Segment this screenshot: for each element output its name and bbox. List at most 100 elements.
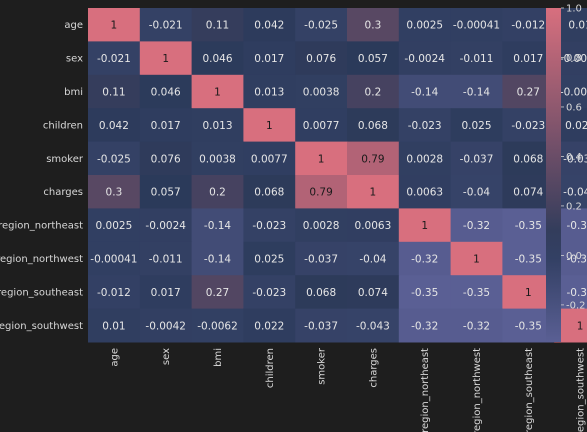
- heatmap-cell: [347, 308, 400, 343]
- heatmap-cell: [450, 308, 503, 343]
- heatmap-cell: [502, 41, 555, 76]
- heatmap-cell: [502, 275, 555, 310]
- heatmap-cell: [450, 8, 503, 42]
- cell-value-label: 1: [577, 320, 584, 332]
- cell-value-label: -0.023: [252, 220, 286, 232]
- heatmap-cell: [450, 108, 503, 143]
- cell-value-label: -0.14: [204, 254, 231, 266]
- cell-value-label: 0.79: [361, 153, 384, 165]
- heatmap-cell: [295, 141, 348, 176]
- column-label: children: [265, 348, 276, 388]
- cell-value-label: 0.057: [358, 53, 388, 65]
- column-label: region_northwest: [472, 348, 483, 432]
- cell-value-label: 0.2: [365, 87, 382, 99]
- heatmap-cell: [347, 241, 400, 276]
- heatmap-cell: [295, 275, 348, 310]
- cell-value-label: 0.076: [306, 53, 336, 65]
- cell-value-label: 0.042: [99, 120, 129, 132]
- cell-value-label: -0.023: [511, 120, 545, 132]
- heatmap-cell: [88, 108, 141, 143]
- heatmap-cell: [295, 241, 348, 276]
- cell-value-label: -0.32: [463, 320, 490, 332]
- heatmap-cell: [191, 175, 244, 209]
- cell-value-label: -0.35: [515, 320, 542, 332]
- column-label: charges: [368, 348, 379, 388]
- heatmap-cell: [295, 175, 348, 209]
- heatmap-cell: [398, 175, 452, 209]
- cell-value-label: 0.076: [151, 153, 181, 165]
- cell-value-label: 0.0025: [96, 220, 133, 232]
- cell-value-label: 0.0077: [251, 153, 288, 165]
- heatmap-cell: [243, 308, 296, 343]
- cell-value-label: -0.011: [149, 254, 183, 266]
- cell-value-label: -0.012: [511, 20, 545, 32]
- cell-value-label: 0.013: [202, 120, 232, 132]
- heatmap-cell: [139, 74, 193, 109]
- cell-value-label: 0.068: [513, 153, 543, 165]
- row-label: charges: [43, 187, 83, 198]
- heatmap-cell: [191, 41, 244, 76]
- heatmap-cell: [295, 308, 348, 343]
- colorbar-tick-label: 1.0: [566, 4, 582, 15]
- heatmap-cell: [398, 141, 452, 176]
- cell-value-label: -0.0042: [145, 320, 186, 332]
- column-label: region_northeast: [420, 348, 431, 432]
- cell-value-label: -0.023: [408, 120, 442, 132]
- cell-value-label: -0.35: [463, 287, 490, 299]
- heatmap-cell: [295, 8, 348, 42]
- column-label: region_southeast: [524, 348, 535, 432]
- heatmap-cell: [243, 275, 296, 310]
- cell-value-label: -0.037: [304, 254, 338, 266]
- cell-value-label: 0.017: [151, 287, 181, 299]
- row-label: age: [64, 20, 83, 31]
- heatmap-cell: [295, 108, 348, 143]
- heatmap-cell: [398, 208, 452, 243]
- heatmap-cell: [243, 141, 296, 176]
- heatmap-cell: [191, 141, 244, 176]
- heatmap-cell: [191, 241, 244, 276]
- heatmap-cell: [398, 74, 452, 109]
- cell-value-label: -0.35: [567, 287, 587, 299]
- cell-value-label: 0.79: [309, 187, 332, 199]
- cell-value-label: -0.35: [515, 220, 542, 232]
- heatmap-cell: [243, 108, 296, 143]
- heatmap-cell: [450, 141, 503, 176]
- heatmap-cell: [502, 141, 555, 176]
- heatmap-cell: [502, 8, 555, 42]
- cell-value-label: 0.057: [151, 187, 181, 199]
- column-label: sex: [161, 348, 172, 365]
- cell-value-label: -0.35: [411, 287, 438, 299]
- cell-value-label: 0.0038: [303, 87, 340, 99]
- heatmap-cell: [88, 241, 141, 276]
- column-label: smoker: [317, 347, 328, 385]
- cell-value-label: -0.021: [97, 53, 131, 65]
- colorbar-tick-label: 0.2: [566, 201, 582, 212]
- cell-value-label: -0.025: [304, 20, 338, 32]
- row-label: children: [43, 120, 83, 131]
- heatmap-cell: [88, 74, 141, 109]
- heatmap-cell: [347, 8, 400, 42]
- colorbar-tick-label: 0.6: [566, 102, 582, 113]
- cell-value-label: -0.32: [411, 254, 438, 266]
- cell-value-label: -0.037: [563, 153, 587, 165]
- heatmap-cell: [398, 41, 452, 76]
- heatmap-cell: [295, 41, 348, 76]
- cell-value-label: -0.011: [460, 53, 494, 65]
- cell-value-label: 0.11: [206, 20, 229, 32]
- heatmap-cell: [191, 8, 244, 42]
- column-label: region_southwest: [576, 348, 587, 432]
- cell-value-label: 0.025: [254, 254, 284, 266]
- colorbar-tick-label: 0.8: [566, 53, 582, 64]
- cell-value-label: -0.32: [463, 220, 490, 232]
- heatmap-cell: [139, 141, 193, 176]
- heatmap-cell: [450, 41, 503, 76]
- heatmap-cell: [191, 74, 244, 109]
- cell-value-label: 1: [370, 187, 377, 199]
- heatmap-cell: [191, 275, 244, 310]
- heatmap-cell: [347, 41, 400, 76]
- heatmap-cell: [347, 141, 400, 176]
- heatmap-cell: [243, 241, 296, 276]
- heatmap-cell: [502, 175, 555, 209]
- cell-value-label: 0.01: [568, 20, 587, 32]
- heatmap-cell: [502, 208, 555, 243]
